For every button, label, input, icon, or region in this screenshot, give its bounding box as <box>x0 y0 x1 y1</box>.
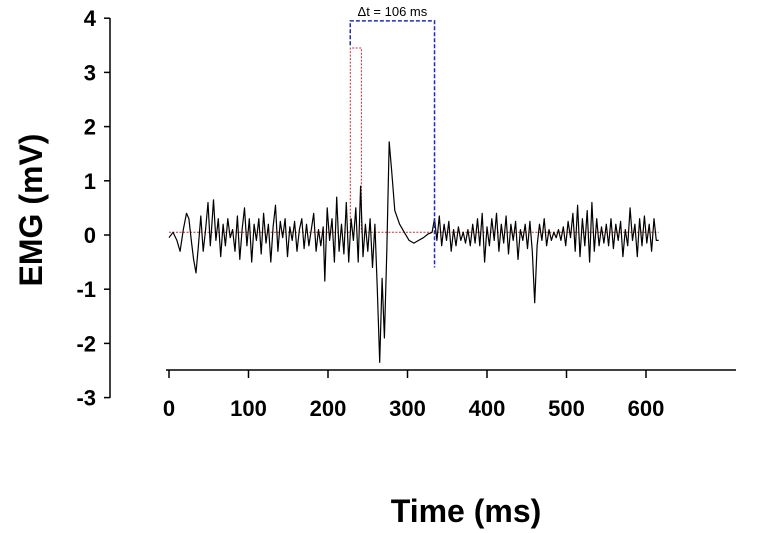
marker-pulse-trace <box>169 47 659 233</box>
y-tick-label: -1 <box>76 277 96 302</box>
x-tick-label: 500 <box>548 396 585 421</box>
y-tick-label: 2 <box>84 115 96 140</box>
x-tick-label: 600 <box>628 396 665 421</box>
y-tick-label: 3 <box>84 60 96 85</box>
emg-signal-trace <box>168 141 659 363</box>
x-tick-label: 200 <box>310 396 347 421</box>
x-tick-label: 0 <box>163 396 175 421</box>
x-tick-label: 100 <box>230 396 267 421</box>
y-tick-label: 1 <box>84 169 96 194</box>
y-tick-label: -2 <box>76 331 96 356</box>
y-tick-label: -3 <box>76 386 96 411</box>
y-tick-label: 0 <box>84 223 96 248</box>
x-tick-label: 300 <box>389 396 426 421</box>
x-axis-title: Time (ms) <box>391 493 542 529</box>
x-tick-label: 400 <box>469 396 506 421</box>
y-axis-ticks: 4 3 2 1 0 -1 -2 -3 <box>76 6 110 411</box>
delta-t-bracket <box>349 20 436 268</box>
delta-t-label: Δt = 106 ms <box>358 4 428 19</box>
y-axis-title: EMG (mV) <box>13 134 49 287</box>
y-tick-label: 4 <box>84 6 97 31</box>
x-axis-ticks: 0 100 200 300 400 500 600 <box>163 370 664 421</box>
